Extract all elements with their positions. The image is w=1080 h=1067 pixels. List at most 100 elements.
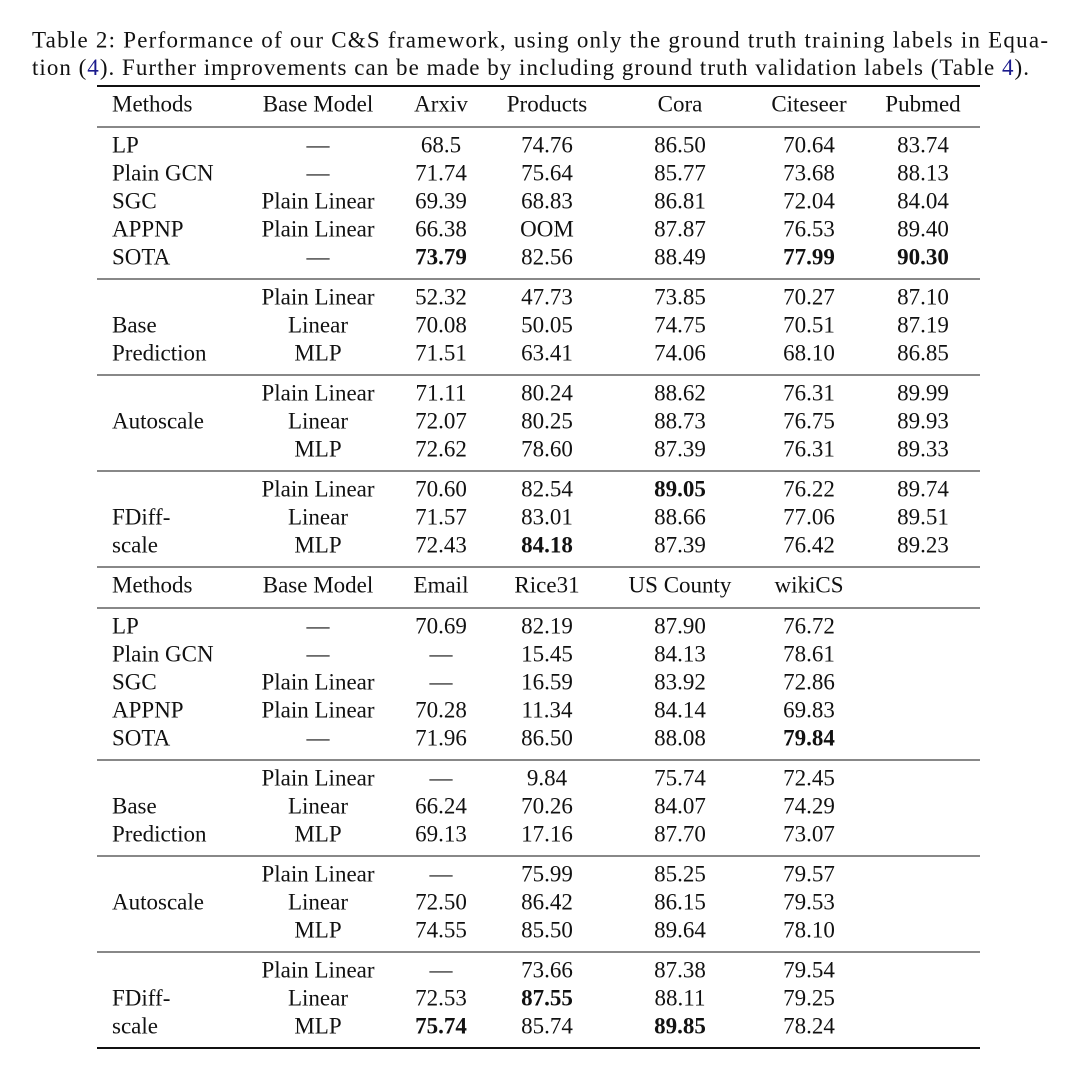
table-cell: 83.01 [521, 504, 573, 529]
table-cell: APPNP [112, 697, 184, 722]
table-cell: MLP [294, 1013, 341, 1038]
table-cell: 72.62 [415, 436, 467, 461]
table-cell: MLP [294, 340, 341, 365]
table-cell: 89.99 [897, 380, 949, 405]
table-cell: 87.55 [521, 985, 573, 1010]
table-cell: 66.24 [415, 793, 467, 818]
table-cell: 87.39 [654, 532, 706, 557]
table-cell: 76.72 [783, 613, 835, 638]
caption-link: 4 [1002, 55, 1014, 80]
table-cell: Products [507, 91, 588, 116]
table-cell: LP [112, 613, 139, 638]
table-cell: 88.11 [655, 985, 706, 1010]
table-cell: 86.15 [654, 889, 706, 914]
table-cell: 68.10 [783, 340, 835, 365]
table-cell: 85.50 [521, 917, 573, 942]
table-cell: 73.66 [521, 957, 573, 982]
table-cell: Linear [288, 408, 348, 433]
table-cell: FDiff- [112, 504, 170, 529]
table-cell: 71.74 [415, 160, 467, 185]
table-cell: 70.60 [415, 476, 467, 501]
table-cell: — [429, 669, 454, 694]
table-cell: 72.45 [783, 765, 835, 790]
table-cell: 9.84 [527, 765, 568, 790]
table-cell: 89.85 [654, 1013, 706, 1038]
table-cell: 68.5 [421, 132, 461, 157]
table-cell: 78.60 [521, 436, 573, 461]
table-cell: 77.99 [783, 244, 835, 269]
table-cell: Plain Linear [261, 697, 374, 722]
table-cell: 76.75 [783, 408, 835, 433]
table-cell: 87.10 [897, 284, 949, 309]
table-cell: 70.69 [415, 613, 467, 638]
table-cell: 11.34 [522, 697, 573, 722]
table-cell: 86.85 [897, 340, 949, 365]
table-cell: 87.70 [654, 821, 706, 846]
table-cell: Linear [288, 312, 348, 337]
table-cell: 71.96 [415, 725, 467, 750]
table-cell: 63.41 [521, 340, 573, 365]
table-cell: 69.83 [783, 697, 835, 722]
caption-text: ). Further improvements can be made by i… [100, 55, 1001, 80]
table-cell: Base Model [263, 572, 374, 597]
table-cell: 89.05 [654, 476, 706, 501]
table-cell: 70.27 [783, 284, 835, 309]
table-cell: 76.31 [783, 380, 835, 405]
table-cell: 88.62 [654, 380, 706, 405]
table-cell: 77.06 [783, 504, 835, 529]
table-cell: Rice31 [514, 572, 579, 597]
table-cell: 89.40 [897, 216, 949, 241]
table-cell: MLP [294, 532, 341, 557]
table-cell: 83.92 [654, 669, 706, 694]
table-cell: Pubmed [885, 91, 961, 116]
table-cell: 84.13 [654, 641, 706, 666]
table-cell: Plain Linear [261, 765, 374, 790]
table-cell: APPNP [112, 216, 184, 241]
table-cell: 85.74 [521, 1013, 573, 1038]
table-cell: 78.24 [783, 1013, 835, 1038]
table-cell: Plain GCN [112, 641, 214, 666]
table-cell: Base [112, 793, 157, 818]
table-cell: — [429, 957, 454, 982]
caption-text: tion ( [32, 55, 86, 80]
table-cell: 89.74 [897, 476, 949, 501]
table-cell: 78.10 [783, 917, 835, 942]
table-cell: 16.59 [521, 669, 573, 694]
table-cell: 72.43 [415, 532, 467, 557]
table-cell: 89.33 [897, 436, 949, 461]
table-cell: MLP [294, 436, 341, 461]
table-cell: FDiff- [112, 985, 170, 1010]
table-cell: Plain Linear [261, 284, 374, 309]
table-cell: 74.55 [415, 917, 467, 942]
table-cell: SGC [112, 188, 157, 213]
table-cell: 83.74 [897, 132, 949, 157]
table-cell: 76.53 [783, 216, 835, 241]
table-cell: — [429, 765, 454, 790]
table-cell: 86.50 [654, 132, 706, 157]
table-cell: 73.85 [654, 284, 706, 309]
table-cell: 87.39 [654, 436, 706, 461]
table-cell: 72.04 [783, 188, 835, 213]
table-cell: 75.74 [415, 1013, 467, 1038]
table-cell: 89.51 [897, 504, 949, 529]
table-cell: 89.23 [897, 532, 949, 557]
table-cell: Base Model [263, 91, 374, 116]
table-cell: 78.61 [783, 641, 835, 666]
table-cell: Plain Linear [261, 669, 374, 694]
table-cell: 84.18 [521, 532, 573, 557]
table-cell: 84.04 [897, 188, 949, 213]
table-cell: 82.56 [521, 244, 573, 269]
table-cell: 90.30 [897, 244, 949, 269]
table-cell: 52.32 [415, 284, 467, 309]
table-cell: SOTA [112, 725, 171, 750]
table-cell: 76.31 [783, 436, 835, 461]
table-cell: scale [112, 1013, 158, 1038]
table-cell: Citeseer [771, 91, 847, 116]
caption-text: ). [1015, 55, 1029, 80]
table-cell: 72.07 [415, 408, 467, 433]
table-cell: SGC [112, 669, 157, 694]
table-cell: Autoscale [112, 408, 204, 433]
caption-link: 4 [87, 55, 99, 80]
table-cell: Email [414, 572, 469, 597]
